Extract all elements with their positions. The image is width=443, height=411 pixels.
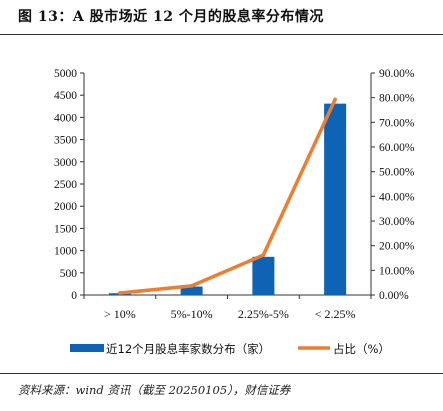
y-left-tick-label: 1500 (54, 223, 77, 235)
x-tick-label: 5%-10% (171, 307, 213, 321)
y-left-tick-label: 3000 (54, 157, 77, 169)
y-right-tick-label: 30.00% (379, 216, 415, 228)
y-left-tick-label: 1000 (54, 246, 77, 258)
line-series (118, 97, 337, 295)
bar (252, 256, 275, 295)
chart: 0 500 1000 1500 2000 2500 3000 3500 4000 4500 5000… (54, 68, 415, 356)
y-right-tick-label: 0.00% (379, 290, 409, 302)
figure-title: 图 13：A 股市场近 12 个月的股息率分布情况 (18, 9, 324, 25)
y-left-tick-label: 4000 (54, 112, 77, 124)
line-point (189, 284, 194, 288)
y-right-tick-label: 50.00% (379, 167, 415, 179)
legend: 近12个月股息率家数分布（家） 占比（%） (70, 342, 390, 356)
bottom-rule (0, 373, 443, 374)
legend-bar-label: 近12个月股息率家数分布（家） (106, 342, 270, 356)
line-point (333, 97, 337, 102)
bar (180, 286, 203, 295)
x-tick-label: < 2.25% (315, 307, 356, 321)
y-left-tick-label: 4500 (54, 90, 77, 102)
y-right-tick-label: 90.00% (379, 68, 415, 80)
legend-bar-swatch (70, 344, 104, 352)
y-left-tick-label: 5000 (54, 68, 77, 80)
x-tick-label: 2.25%-5% (238, 307, 289, 321)
y-left-tick-label: 3500 (54, 135, 77, 147)
bar (324, 103, 347, 295)
line-series-path (118, 97, 337, 295)
line-point (118, 291, 122, 295)
y-left-tick-label: 2500 (54, 179, 77, 191)
bar-series (108, 103, 347, 295)
y-right-tick-label: 60.00% (379, 142, 415, 154)
y-right-tick-label: 80.00% (379, 93, 415, 105)
y-left-tick-label: 500 (60, 268, 78, 280)
top-rule (0, 34, 443, 35)
x-tick-label: > 10% (104, 307, 136, 321)
source-note: 资料来源：wind 资讯（截至 20250105），财信证券 (18, 383, 291, 397)
y-right-tick-label: 20.00% (379, 241, 415, 253)
y-left-tick-label: 0 (71, 290, 77, 302)
y-right-tick-label: 40.00% (379, 191, 415, 203)
line-point (261, 253, 266, 257)
y-right-tick-label: 70.00% (379, 117, 415, 129)
y-right-tick-label: 10.00% (379, 265, 415, 277)
chart-axes: 0 500 1000 1500 2000 2500 3000 3500 4000 4500 5000… (54, 68, 415, 321)
y-left-tick-label: 2000 (54, 201, 77, 213)
legend-line-label: 占比（%） (333, 342, 390, 356)
